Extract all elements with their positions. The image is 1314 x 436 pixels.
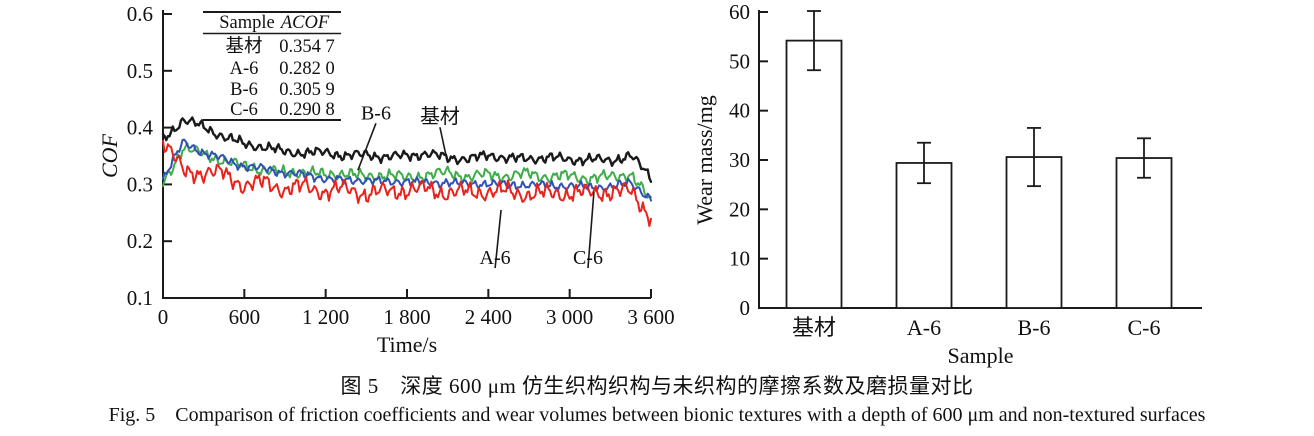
cof-y-tick-label: 0.4	[127, 116, 154, 140]
figure-caption: 图 5 深度 600 μm 仿生织构织构与未织构的摩擦系数及磨损量对比 Fig.…	[0, 371, 1314, 429]
cof-x-tick-label: 3 000	[546, 305, 593, 329]
annotation-label-0: B-6	[361, 102, 391, 124]
wear-y-tick-label: 20	[729, 197, 750, 221]
wear-category-label-c6: C-6	[1128, 315, 1161, 340]
caption-chinese: 图 5 深度 600 μm 仿生织构织构与未织构的摩擦系数及磨损量对比	[340, 374, 974, 398]
annotation-label-3: C-6	[573, 247, 603, 269]
wear-y-tick-label: 10	[729, 247, 750, 271]
cof-x-axis-title: Time/s	[377, 332, 437, 357]
cof-series-b6	[162, 142, 652, 199]
wear-bar-chart: 0 10 20 30 40 50 60 基材 A-6 B-6 C-6 Sample Wear mass/…	[692, 0, 1202, 368]
wear-bar-a6	[895, 162, 953, 309]
cof-line-chart: 0.1 0.2 0.3 0.4 0.5 0.6 0 600 1 200 1 800 2 400 3 0…	[97, 2, 675, 357]
cof-y-tick-label: 0.2	[127, 229, 153, 253]
acof-table-sample-3: C-6	[230, 100, 258, 120]
cof-x-tick-label: 1 800	[383, 305, 430, 329]
acof-table-value-3: 0.290 8	[279, 100, 335, 120]
wear-category-label-substrate: 基材	[792, 315, 836, 340]
annotation-leader-1	[439, 127, 447, 156]
acof-table-header-acof: ACOF	[279, 13, 330, 33]
acof-inset-table: Sample ACOF 基材 0.354 7 A-6 0.282 0 B-6 0.305 9 C…	[203, 11, 341, 121]
cof-y-tick-label: 0.6	[127, 2, 153, 26]
wear-y-axis-title: Wear mass/mg	[692, 95, 717, 225]
acof-table-sample-0: 基材	[225, 36, 262, 57]
wear-y-tick-label: 0	[740, 296, 751, 320]
wear-y-tick-label: 60	[729, 0, 750, 24]
wear-bar-substrate	[785, 39, 843, 309]
annotation-label-1: 基材	[420, 105, 460, 128]
cof-x-tick-label: 1 200	[302, 305, 349, 329]
annotation-leader-2	[494, 209, 502, 269]
cof-x-tick-label: 3 600	[627, 305, 674, 329]
acof-table-sample-2: B-6	[230, 80, 258, 100]
cof-series-substrate	[161, 116, 653, 183]
cof-x-tick-label: 600	[229, 305, 261, 329]
cof-x-tick-label: 0	[158, 305, 169, 329]
cof-y-axis-title: COF	[97, 133, 122, 178]
wear-y-tick-label: 50	[729, 49, 750, 73]
acof-table-value-0: 0.354 7	[279, 37, 335, 57]
wear-bar-c6	[1115, 157, 1173, 309]
acof-table-header-sample: Sample	[219, 13, 275, 33]
annotation-label-2: A-6	[480, 247, 511, 269]
acof-table-value-1: 0.282 0	[279, 59, 335, 79]
cof-series-a6	[162, 140, 652, 227]
annotation-leader-0	[357, 122, 377, 171]
wear-y-tick-label: 30	[729, 148, 750, 172]
wear-y-tick-label: 40	[729, 99, 750, 123]
acof-table-value-2: 0.305 9	[279, 80, 335, 100]
cof-series-c6	[162, 138, 652, 202]
caption-english: Fig. 5 Comparison of friction coefficien…	[108, 404, 1206, 426]
wear-category-label-a6: A-6	[907, 315, 941, 340]
acof-table-sample-1: A-6	[230, 59, 259, 79]
cof-y-tick-label: 0.3	[127, 172, 153, 196]
annotation-leader-3	[587, 191, 595, 269]
cof-x-tick-label: 2 400	[465, 305, 512, 329]
cof-y-tick-label: 0.5	[127, 59, 153, 83]
wear-x-axis-title: Sample	[948, 343, 1014, 368]
cof-y-tick-label: 0.1	[127, 286, 153, 310]
wear-category-label-b6: B-6	[1018, 315, 1051, 340]
